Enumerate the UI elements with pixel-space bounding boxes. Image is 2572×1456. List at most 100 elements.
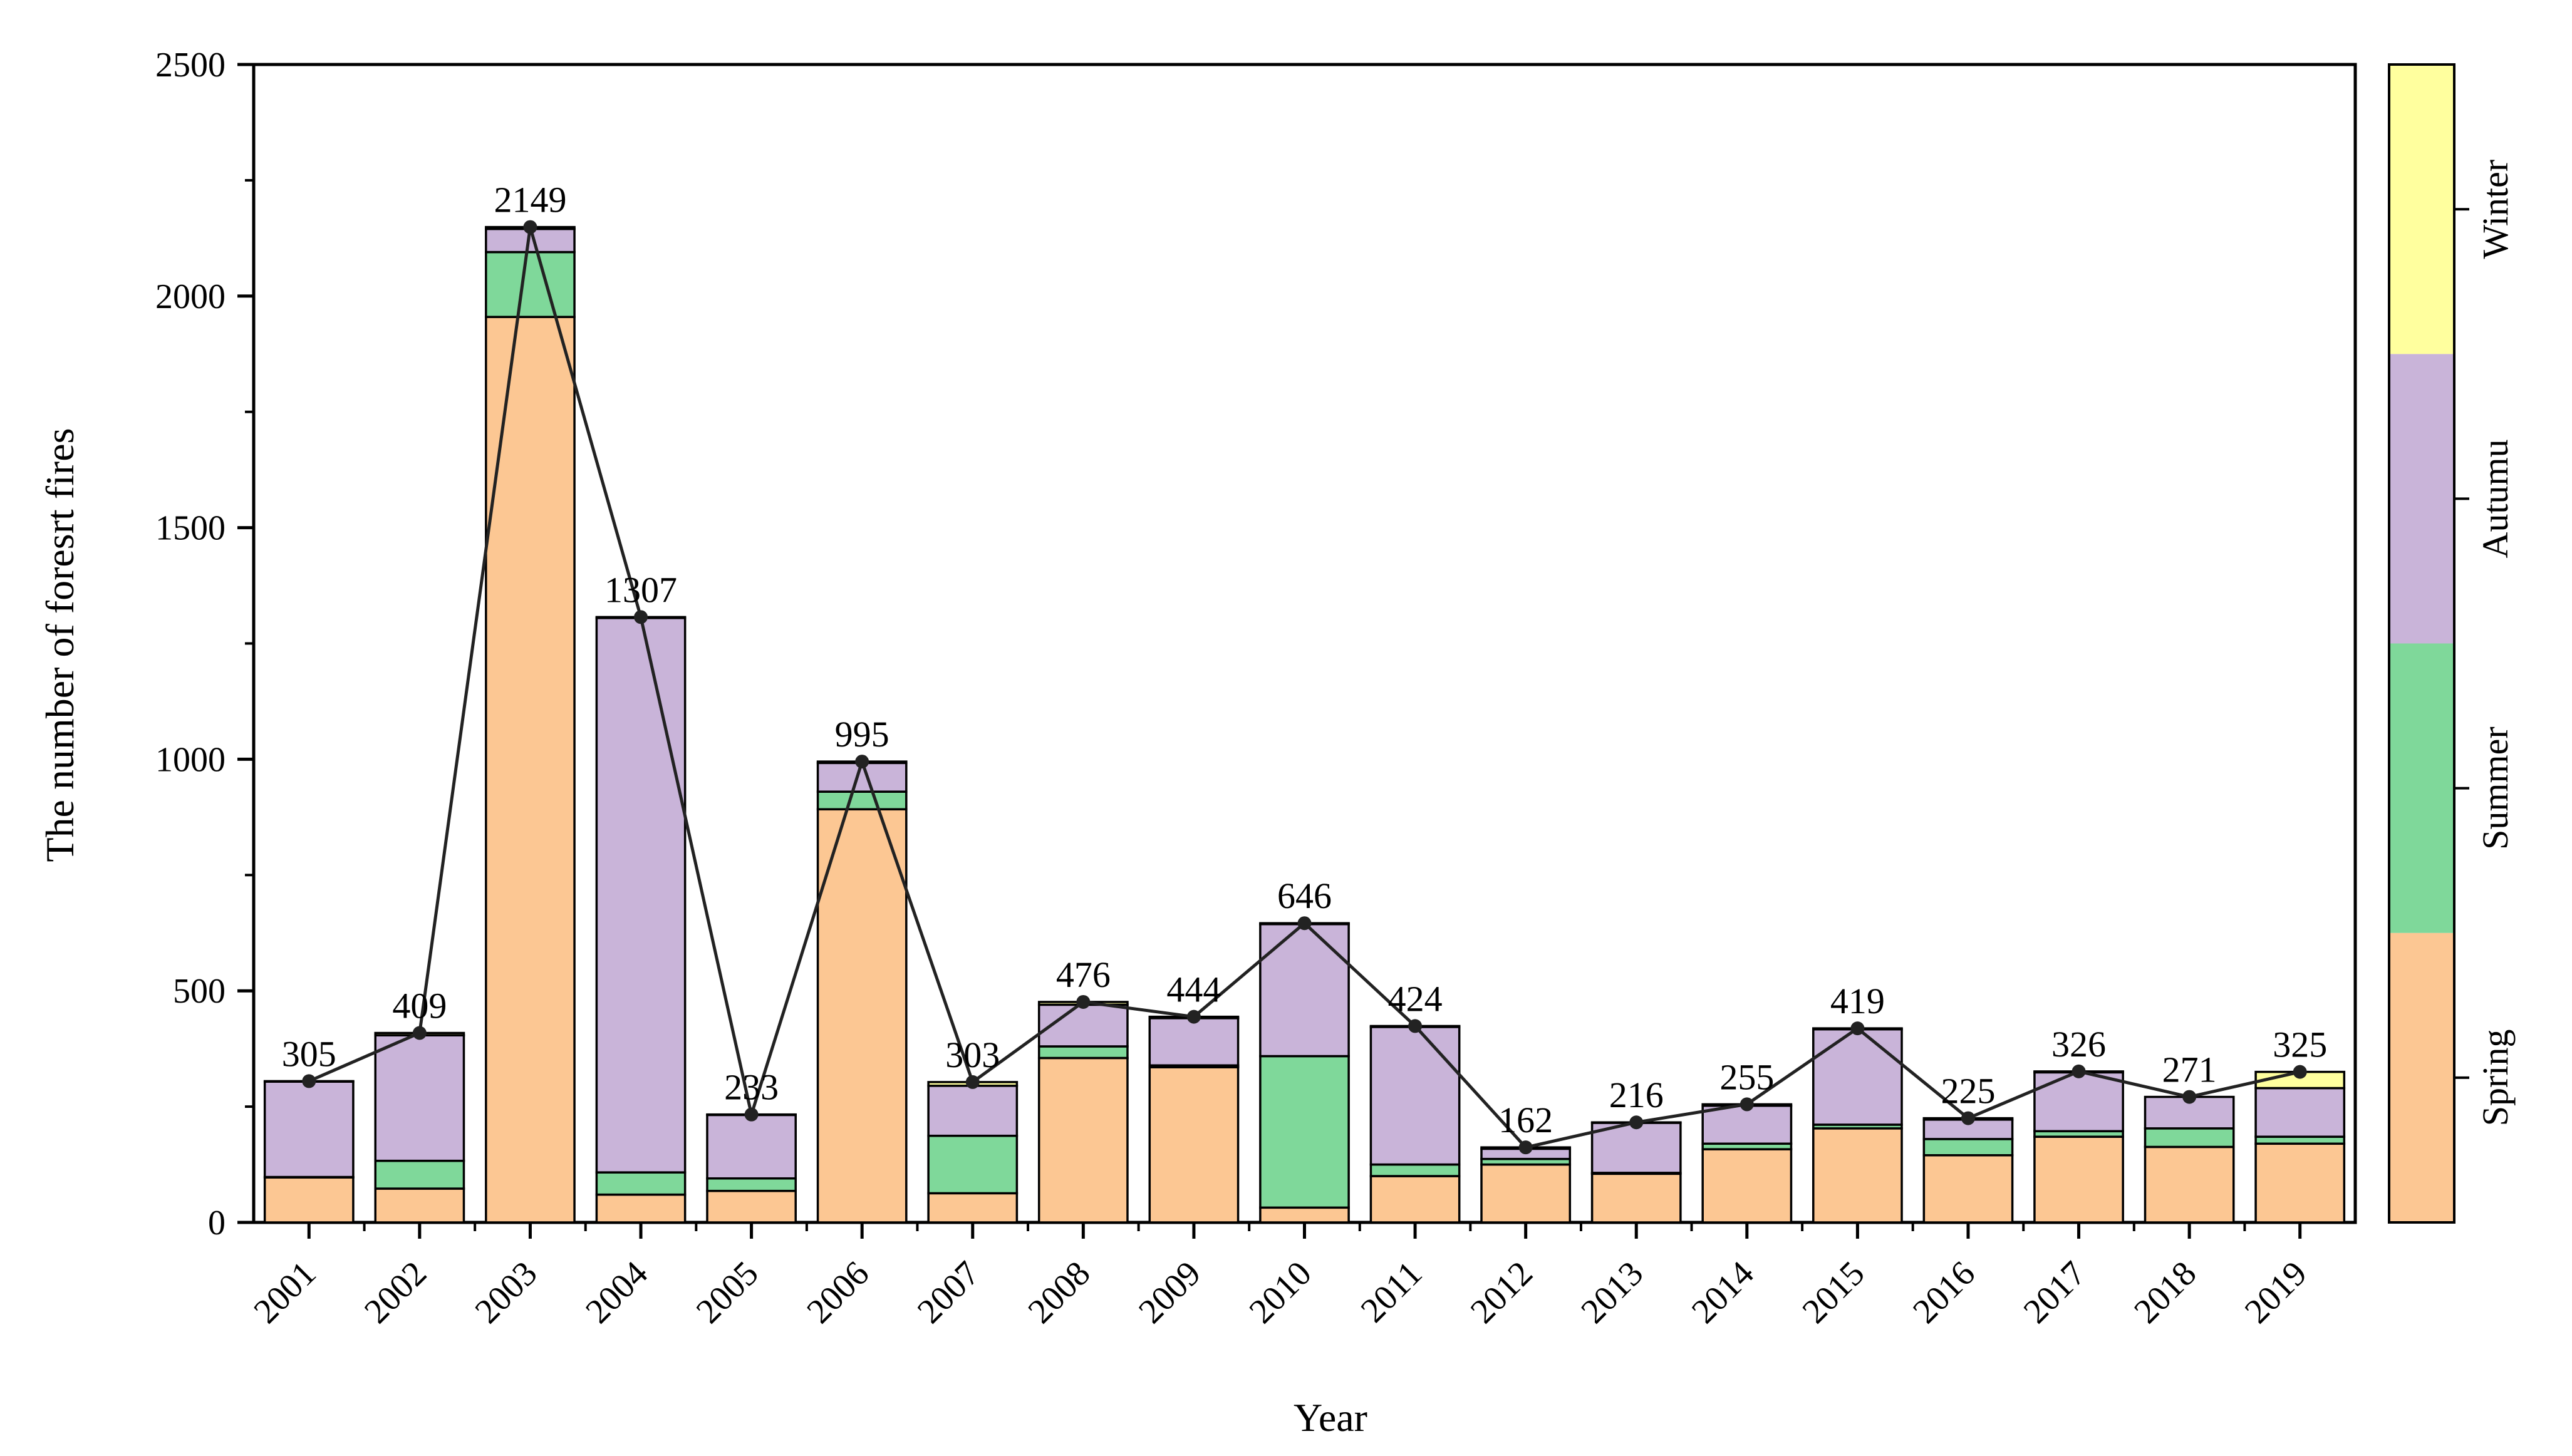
bar-segment-summer-2002 xyxy=(374,1159,465,1190)
bar-segment-summer-2016 xyxy=(1922,1138,2014,1157)
total-label-2007: 303 xyxy=(945,1035,1000,1075)
bar-segment-spring-2017 xyxy=(2033,1135,2124,1224)
total-label-2013: 216 xyxy=(1609,1075,1664,1115)
y-tick-label: 2000 xyxy=(155,277,226,316)
total-label-2015: 419 xyxy=(1830,981,1885,1021)
total-marker-2016 xyxy=(1961,1111,1975,1125)
x-tick-label-2009: 2009 xyxy=(1131,1254,1208,1331)
bar-segment-autumu-2005 xyxy=(706,1113,797,1180)
total-marker-2005 xyxy=(744,1107,759,1122)
total-marker-2018 xyxy=(2182,1090,2197,1104)
total-marker-2010 xyxy=(1297,916,1312,931)
bar-segment-autumu-2007 xyxy=(927,1085,1019,1137)
x-tick-label-2008: 2008 xyxy=(1020,1254,1097,1331)
legend-label-summer: Summer xyxy=(2475,726,2516,850)
total-marker-2003 xyxy=(523,220,537,234)
bar-segment-spring-2018 xyxy=(2144,1145,2235,1224)
bar-segment-spring-2015 xyxy=(1812,1127,1903,1224)
y-tick-label: 1500 xyxy=(155,509,226,548)
bar-segment-autumu-2014 xyxy=(1701,1104,1793,1145)
bar-segment-summer-2010 xyxy=(1259,1055,1350,1209)
x-tick-label-2017: 2017 xyxy=(2016,1254,2093,1331)
x-tick-label-2013: 2013 xyxy=(1574,1254,1651,1331)
y-tick-label: 1000 xyxy=(155,740,226,779)
total-label-2014: 255 xyxy=(1719,1056,1774,1097)
x-tick-label-2003: 2003 xyxy=(468,1254,545,1331)
total-marker-2008 xyxy=(1076,994,1091,1009)
legend-label-winter: Winter xyxy=(2475,160,2516,259)
y-tick-label: 0 xyxy=(208,1204,226,1242)
total-label-2009: 444 xyxy=(1166,969,1221,1010)
bar-segment-summer-2018 xyxy=(2144,1127,2235,1149)
bar-segment-autumu-2002 xyxy=(374,1034,465,1162)
total-label-2018: 271 xyxy=(2162,1050,2217,1090)
total-label-2004: 1307 xyxy=(604,569,677,610)
total-marker-2004 xyxy=(634,610,648,624)
bar-segment-spring-2005 xyxy=(706,1189,797,1224)
x-tick-label-2001: 2001 xyxy=(246,1254,323,1331)
bar-segment-spring-2009 xyxy=(1148,1066,1240,1224)
total-marker-2017 xyxy=(2072,1064,2086,1078)
bar-segment-autumu-2009 xyxy=(1148,1017,1240,1067)
bar-segment-summer-2004 xyxy=(595,1171,687,1196)
total-label-2019: 325 xyxy=(2273,1025,2327,1065)
x-tick-label-2012: 2012 xyxy=(1463,1254,1540,1331)
total-marker-2007 xyxy=(965,1075,980,1089)
y-tick-label: 2500 xyxy=(155,46,226,85)
bar-segment-summer-2003 xyxy=(485,250,576,318)
bar-segment-autumu-2001 xyxy=(263,1080,355,1179)
legend-swatch-summer xyxy=(2389,643,2454,933)
total-labels: 305 409 2149 1307 233 995 303 476 444 646 424 162 21… xyxy=(282,180,2327,1141)
total-label-2011: 424 xyxy=(1388,978,1443,1019)
bar-segment-spring-2019 xyxy=(2254,1142,2346,1224)
total-label-2005: 233 xyxy=(724,1067,779,1108)
bar-segment-spring-2013 xyxy=(1590,1172,1682,1224)
total-label-2006: 995 xyxy=(835,714,889,755)
legend-colorbar: Spring Summer Autumu Winter xyxy=(2388,63,2516,1224)
bar-segment-spring-2008 xyxy=(1037,1056,1129,1224)
total-label-2017: 326 xyxy=(2051,1024,2106,1065)
bar-segment-autumu-2011 xyxy=(1369,1026,1461,1166)
bar-segment-spring-2004 xyxy=(595,1193,687,1224)
total-marker-2001 xyxy=(302,1074,316,1088)
total-marker-2015 xyxy=(1850,1021,1865,1036)
bar-segment-spring-2001 xyxy=(263,1176,355,1224)
x-tick-label-2006: 2006 xyxy=(799,1254,876,1331)
bar-segment-autumu-2015 xyxy=(1812,1028,1903,1126)
total-marker-2002 xyxy=(412,1026,427,1040)
x-tick-label-2011: 2011 xyxy=(1354,1254,1430,1330)
bar-segment-autumu-2008 xyxy=(1037,1003,1129,1048)
legend-label-autumu: Autumu xyxy=(2475,439,2516,558)
x-tick-label-2005: 2005 xyxy=(689,1254,766,1331)
total-label-2002: 409 xyxy=(392,986,447,1026)
stacked-bars xyxy=(263,225,2346,1224)
y-axis-title: The number of foresrt fires xyxy=(38,428,82,862)
x-tick-label-2015: 2015 xyxy=(1795,1254,1872,1331)
bar-segment-autumu-2017 xyxy=(2033,1071,2124,1133)
x-tick-label-2004: 2004 xyxy=(578,1254,655,1331)
total-label-2003: 2149 xyxy=(494,180,566,220)
x-tick-label-2016: 2016 xyxy=(1906,1254,1983,1331)
legend-swatch-winter xyxy=(2389,65,2454,354)
legend-label-spring: Spring xyxy=(2475,1030,2516,1127)
bar-segment-spring-2010 xyxy=(1259,1206,1350,1224)
total-marker-2019 xyxy=(2293,1065,2307,1079)
total-marker-2013 xyxy=(1629,1115,1644,1130)
total-marker-2006 xyxy=(855,755,869,769)
x-tick-label-2007: 2007 xyxy=(910,1254,987,1331)
total-marker-2009 xyxy=(1186,1009,1201,1024)
total-marker-2014 xyxy=(1740,1097,1754,1112)
bar-segment-spring-2007 xyxy=(927,1192,1019,1224)
x-axis-title: Year xyxy=(1294,1395,1367,1440)
bar-segment-spring-2016 xyxy=(1922,1154,2014,1224)
x-tick-label-2002: 2002 xyxy=(357,1254,434,1331)
total-line xyxy=(302,220,2307,1155)
x-tick-label-2019: 2019 xyxy=(2238,1254,2315,1331)
total-marker-2012 xyxy=(1518,1140,1533,1155)
legend-swatch-autumu xyxy=(2389,354,2454,644)
bar-segment-autumu-2019 xyxy=(2254,1087,2346,1138)
total-label-2010: 646 xyxy=(1277,875,1332,916)
total-label-2008: 476 xyxy=(1056,954,1111,995)
legend-swatch-spring xyxy=(2389,932,2454,1222)
